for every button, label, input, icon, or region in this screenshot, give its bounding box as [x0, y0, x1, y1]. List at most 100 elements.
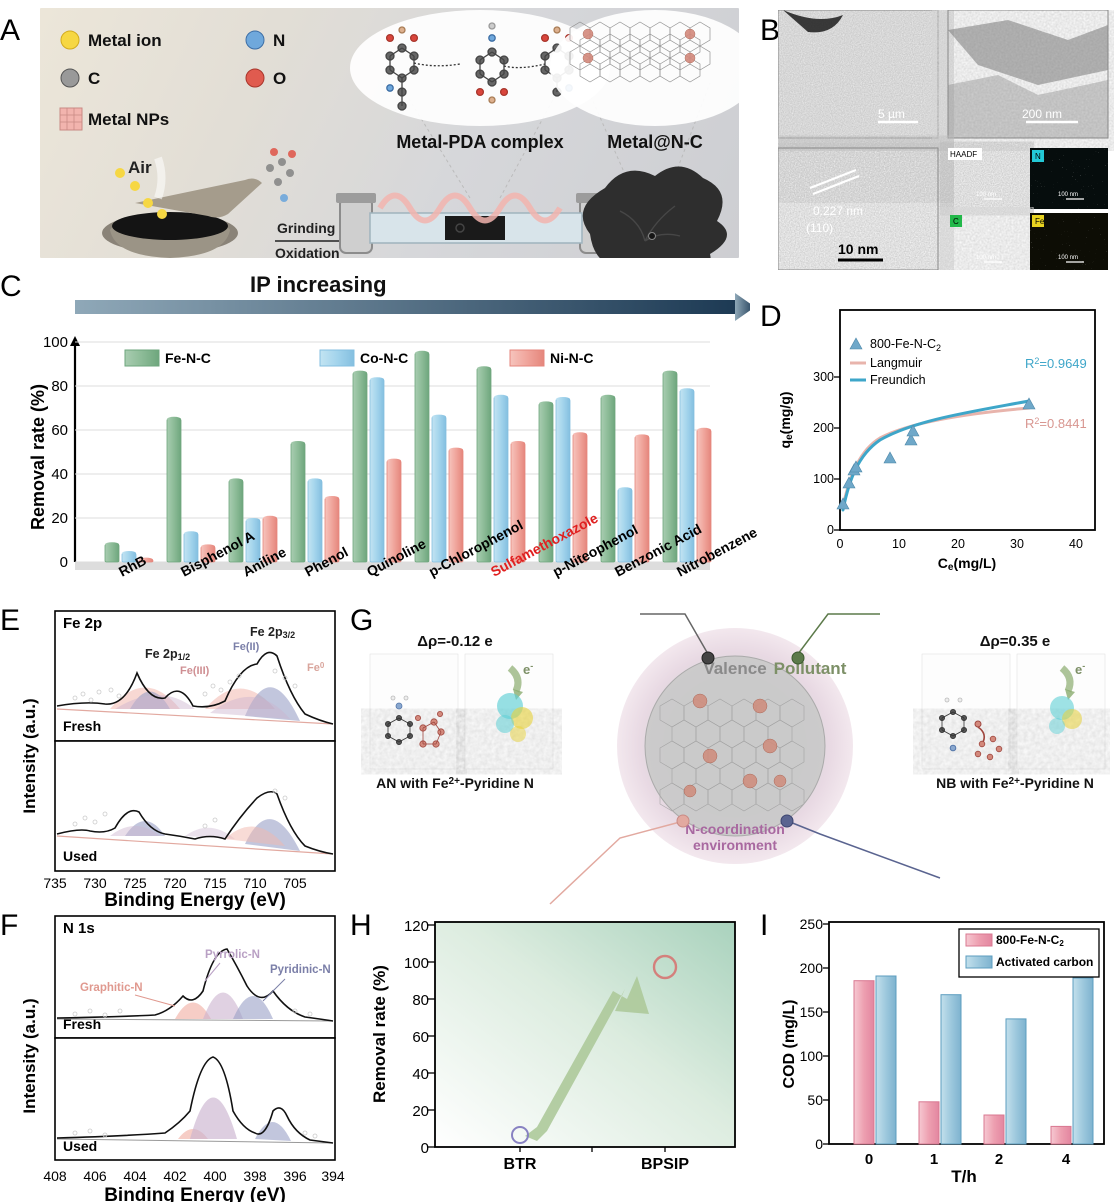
svg-text:NB with Fe2+-Pyridine N: NB with Fe2+-Pyridine N: [936, 775, 1094, 791]
svg-text:710: 710: [243, 875, 267, 891]
svg-text:2: 2: [995, 1151, 1003, 1168]
svg-text:Fe 2p: Fe 2p: [63, 615, 102, 632]
svg-text:40: 40: [412, 1066, 429, 1083]
svg-text:50: 50: [807, 1092, 823, 1108]
svg-text:40: 40: [1069, 537, 1083, 551]
svg-text:environment: environment: [693, 837, 777, 853]
svg-text:40: 40: [51, 466, 68, 483]
svg-text:408: 408: [43, 1168, 67, 1184]
svg-text:60: 60: [412, 1029, 429, 1046]
svg-text:200: 200: [813, 421, 834, 435]
svg-text:394: 394: [321, 1168, 345, 1184]
svg-text:725: 725: [123, 875, 147, 891]
svg-text:Used: Used: [63, 848, 97, 864]
svg-text:1: 1: [930, 1151, 938, 1168]
svg-text:Fe-N-C: Fe-N-C: [165, 350, 211, 366]
svg-text:O: O: [273, 69, 286, 88]
svg-text:402: 402: [163, 1168, 187, 1184]
svg-text:Pyrrolic-N: Pyrrolic-N: [205, 949, 260, 961]
svg-text:10 nm: 10 nm: [838, 241, 878, 257]
svg-text:Metal NPs: Metal NPs: [88, 110, 169, 129]
svg-text:5 µm: 5 µm: [878, 107, 905, 121]
svg-text:Intensity (a.u.): Intensity (a.u.): [20, 998, 39, 1113]
svg-text:Ni-N-C: Ni-N-C: [550, 350, 594, 366]
svg-text:100 nm: 100 nm: [976, 192, 996, 198]
svg-text:Freundich: Freundich: [870, 373, 926, 387]
svg-text:Intensity (a.u.): Intensity (a.u.): [20, 698, 39, 813]
svg-text:60: 60: [51, 422, 68, 439]
svg-text:100: 100: [404, 955, 429, 972]
svg-text:Δρ=-0.12 e: Δρ=-0.12 e: [417, 633, 493, 650]
svg-text:R2=0.8441: R2=0.8441: [1025, 416, 1087, 431]
svg-text:qe(mg/g): qe(mg/g): [777, 392, 795, 449]
svg-text:0.227 nm: 0.227 nm: [813, 204, 863, 218]
svg-text:80: 80: [51, 378, 68, 395]
svg-text:Pollutant: Pollutant: [774, 659, 847, 678]
svg-text:AN with Fe2+-Pyridine N: AN with Fe2+-Pyridine N: [376, 775, 534, 791]
svg-text:Fresh: Fresh: [63, 718, 101, 734]
svg-text:705: 705: [283, 875, 307, 891]
svg-text:R2=0.9649: R2=0.9649: [1025, 356, 1087, 371]
svg-text:80: 80: [412, 992, 429, 1009]
svg-text:Removal rate (%): Removal rate (%): [370, 965, 389, 1103]
svg-text:Langmuir: Langmuir: [870, 356, 922, 370]
svg-text:100: 100: [800, 1048, 824, 1064]
svg-text:100: 100: [813, 472, 834, 486]
svg-text:Fe: Fe: [1035, 217, 1045, 226]
svg-text:10: 10: [892, 537, 906, 551]
svg-text:0: 0: [837, 537, 844, 551]
svg-text:398: 398: [243, 1168, 267, 1184]
svg-text:300: 300: [813, 370, 834, 384]
svg-text:C: C: [88, 69, 100, 88]
svg-text:Activated carbon: Activated carbon: [996, 955, 1093, 969]
svg-text:20: 20: [951, 537, 965, 551]
svg-text:200 nm: 200 nm: [1022, 107, 1062, 121]
svg-text:0: 0: [827, 523, 834, 537]
svg-text:20: 20: [412, 1103, 429, 1120]
svg-text:800-Fe-N-C2: 800-Fe-N-C2: [870, 337, 941, 353]
svg-text:100 nm: 100 nm: [1058, 255, 1078, 261]
svg-text:Oxidation: Oxidation: [275, 245, 340, 258]
svg-text:(110): (110): [806, 221, 833, 235]
svg-text:715: 715: [203, 875, 227, 891]
svg-text:100 nm: 100 nm: [976, 255, 996, 261]
svg-text:100 nm: 100 nm: [1058, 192, 1078, 198]
svg-text:735: 735: [43, 875, 67, 891]
svg-text:Binding Energy (eV): Binding Energy (eV): [104, 890, 286, 911]
svg-text:BPSIP: BPSIP: [641, 1156, 689, 1173]
svg-text:Δρ=0.35 e: Δρ=0.35 e: [980, 633, 1051, 650]
svg-text:HAADF: HAADF: [950, 150, 977, 159]
svg-text:Removal rate (%): Removal rate (%): [28, 384, 48, 530]
svg-text:Pyridinic-N: Pyridinic-N: [270, 964, 331, 976]
svg-text:N: N: [1035, 152, 1041, 161]
svg-text:Graphitic-N: Graphitic-N: [80, 982, 143, 994]
svg-text:Metal@N-C: Metal@N-C: [607, 132, 703, 152]
svg-text:730: 730: [83, 875, 107, 891]
svg-text:BTR: BTR: [504, 1156, 537, 1173]
svg-text:Metal-PDA complex: Metal-PDA complex: [396, 132, 563, 152]
svg-text:COD (mg/L): COD (mg/L): [781, 1000, 798, 1089]
svg-text:Used: Used: [63, 1138, 97, 1154]
svg-text:Metal ion: Metal ion: [88, 31, 162, 50]
svg-text:0: 0: [815, 1136, 823, 1152]
svg-text:Ce(mg/L): Ce(mg/L): [938, 555, 996, 573]
svg-text:0: 0: [421, 1140, 429, 1157]
svg-text:C: C: [953, 217, 959, 226]
svg-text:406: 406: [83, 1168, 107, 1184]
svg-text:20: 20: [51, 510, 68, 527]
svg-text:Fe(II): Fe(II): [233, 641, 260, 653]
svg-text:30: 30: [1010, 537, 1024, 551]
svg-text:Binding Energy (eV): Binding Energy (eV): [104, 1185, 286, 1202]
svg-text:4: 4: [1062, 1151, 1071, 1168]
svg-text:120: 120: [404, 918, 429, 935]
svg-text:N 1s: N 1s: [63, 920, 95, 937]
svg-text:200: 200: [800, 960, 824, 976]
svg-text:720: 720: [163, 875, 187, 891]
svg-text:800-Fe-N-C2: 800-Fe-N-C2: [996, 933, 1064, 948]
svg-text:0: 0: [865, 1151, 873, 1168]
svg-text:N-coordination: N-coordination: [685, 821, 785, 837]
svg-text:Grinding: Grinding: [277, 220, 335, 236]
svg-text:400: 400: [203, 1168, 227, 1184]
svg-text:Air: Air: [128, 158, 152, 177]
svg-text:396: 396: [283, 1168, 307, 1184]
